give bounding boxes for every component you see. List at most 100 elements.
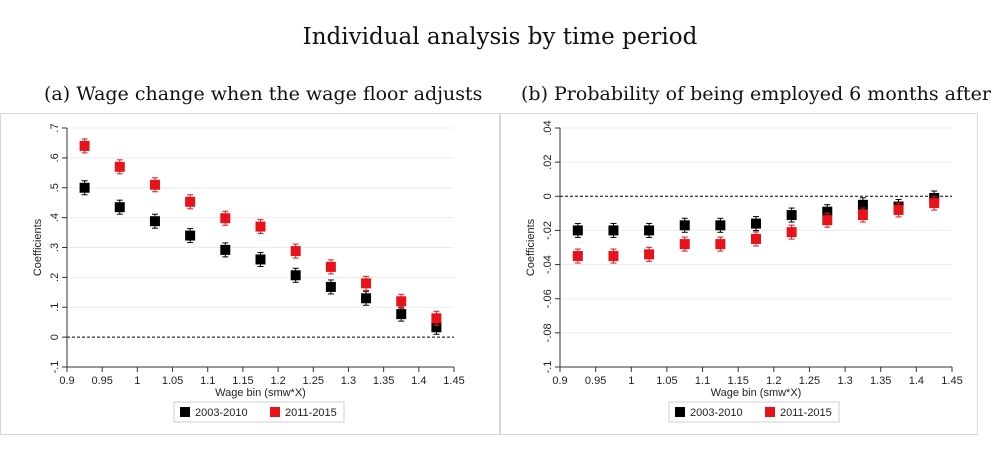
panel-a-point-series2 <box>255 221 266 232</box>
panel-b-x-tick-label: 1.15 <box>727 375 748 387</box>
panel-a-x-tick-label: 1.35 <box>373 375 394 387</box>
panel-a-legend-box <box>173 401 345 423</box>
panel-b-point-series2 <box>857 210 868 221</box>
panel-b-point-series2 <box>929 198 940 209</box>
panel-a-point-series2 <box>325 261 336 272</box>
panel-a-point-series1 <box>255 254 266 265</box>
panel-a-x-tick-label: 1.15 <box>232 375 253 387</box>
panel-a-frame <box>0 113 500 435</box>
panel-b-point-series1 <box>572 225 583 236</box>
panel-a-point-series1 <box>114 202 125 213</box>
panel-b-legend-label: 2011-2015 <box>780 407 832 419</box>
panel-a-point-series2 <box>431 313 442 324</box>
panel-b-x-tick-label: 1.05 <box>656 375 677 387</box>
panel-a-point-series1 <box>79 182 90 193</box>
panel-b-y-axis-label: Coefficients <box>525 218 537 276</box>
panel-a-legend-swatch <box>180 407 190 417</box>
panel-a-y-tick-label: .6 <box>49 153 61 162</box>
panel-a-point-series1 <box>431 322 442 333</box>
panel-b-point-series2 <box>786 227 797 238</box>
panel-b-x-tick-label: 1.3 <box>837 375 852 387</box>
panel-b-point-series1 <box>608 225 619 236</box>
panel-a-y-tick-label: .4 <box>49 213 61 222</box>
panel-a-point-series2 <box>361 278 372 289</box>
panel-a-x-axis-label: Wage bin (smw*X) <box>215 387 306 399</box>
panel-b-x-tick-label: 1.35 <box>870 375 891 387</box>
panel-a-point-series1 <box>149 216 160 227</box>
panel-b-x-tick-label: 1.25 <box>799 375 820 387</box>
panel-a-y-tick-label: .1 <box>49 303 61 312</box>
panel-b-point-series2 <box>644 249 655 260</box>
panel-b-point-series1 <box>679 220 690 231</box>
panel-b-point-series1 <box>786 210 797 221</box>
panel-a-point-series2 <box>114 161 125 172</box>
panel-a-point-series2 <box>79 140 90 151</box>
panel-b-y-tick-label: -.06 <box>542 289 554 308</box>
panel-b-y-tick-label: -.1 <box>542 361 554 374</box>
panel-a-x-tick-label: 1.4 <box>411 375 426 387</box>
panel-b-x-tick-label: 1.4 <box>909 375 924 387</box>
panel-a-point-series2 <box>220 213 231 224</box>
panel-b-x-tick-label: 1.45 <box>941 375 962 387</box>
panel-b-y-tick-label: -.08 <box>542 323 554 342</box>
panel-b-x-tick-label: 1 <box>628 375 634 387</box>
panel-b-x-tick-label: 1.1 <box>695 375 710 387</box>
panel-a-legend-swatch <box>270 407 280 417</box>
panel-a-x-tick-label: 0.9 <box>59 375 74 387</box>
panel-a-x-tick-label: 1.05 <box>162 375 183 387</box>
panel-b-y-tick-label: 0 <box>542 193 554 199</box>
panel-a-y-axis-label: Coefficients <box>32 218 44 276</box>
panel-b-y-tick-label: .02 <box>542 154 554 169</box>
panel-a-point-series1 <box>325 281 336 292</box>
panel-b-x-tick-label: 0.9 <box>552 375 567 387</box>
panel-a-x-tick-label: 1.25 <box>303 375 324 387</box>
panel-a-legend-label: 2011-2015 <box>285 407 337 419</box>
panel-b-point-series2 <box>608 251 619 262</box>
panel-a-x-tick-label: 1.3 <box>341 375 356 387</box>
panel-b-frame <box>500 113 978 435</box>
panel-a-point-series1 <box>220 244 231 255</box>
panel-a-point-series1 <box>290 270 301 281</box>
panel-b-x-tick-label: 1.2 <box>766 375 781 387</box>
panel-b-legend-box <box>668 401 840 423</box>
panel-b-legend-label: 2003-2010 <box>690 407 743 419</box>
panel-a-y-tick-label: 0 <box>49 334 61 340</box>
panel-b-point-series1 <box>644 225 655 236</box>
panel-b-point-series1 <box>751 218 761 229</box>
panel-a-y-tick-label: -.1 <box>49 361 61 374</box>
panel-a-x-tick-label: 0.95 <box>91 375 112 387</box>
panel-a-point-series2 <box>396 296 407 307</box>
panel-b-point-series2 <box>822 215 833 226</box>
panel-b-legend-swatch <box>675 407 685 417</box>
panel-a-point-series1 <box>361 293 372 304</box>
figure-title: Individual analysis by time period <box>302 24 698 50</box>
panel-b-x-axis-label: Wage bin (smw*X) <box>711 387 802 399</box>
panel-a-y-tick-label: .7 <box>49 123 61 132</box>
panel-a-x-tick-label: 1.2 <box>270 375 285 387</box>
panel-b-point-series2 <box>751 233 761 244</box>
panel-a-y-tick-label: .5 <box>49 183 61 192</box>
panel-a-point-series2 <box>290 246 301 257</box>
panel-b-point-series2 <box>893 204 904 215</box>
panel-b-point-series2 <box>679 239 690 250</box>
panel-a-x-tick-label: 1.1 <box>200 375 215 387</box>
panel-a-point-series1 <box>396 309 407 320</box>
panel-a-point-series2 <box>149 179 160 190</box>
panel-b-legend-swatch <box>765 407 775 417</box>
panel-b-point-series1 <box>822 206 833 217</box>
panel-a-x-tick-label: 1.45 <box>443 375 464 387</box>
panel-a-y-tick-label: .2 <box>49 273 61 282</box>
panel-a-legend-label: 2003-2010 <box>195 407 248 419</box>
panel-a-x-tick-label: 1 <box>134 375 140 387</box>
panel-b-title: (b) Probability of being employed 6 mont… <box>521 83 991 105</box>
panel-b-y-tick-label: -.04 <box>542 255 554 274</box>
panel-b-y-tick-label: -.02 <box>542 221 554 240</box>
panel-b-point-series2 <box>715 239 726 250</box>
panel-b-x-tick-label: 0.95 <box>585 375 606 387</box>
panel-a-point-series2 <box>185 196 196 207</box>
panel-b-point-series1 <box>715 220 726 231</box>
panel-a-y-tick-label: .3 <box>49 243 61 252</box>
panel-b-point-series1 <box>857 199 868 210</box>
panel-b-y-tick-label: .04 <box>542 120 554 135</box>
